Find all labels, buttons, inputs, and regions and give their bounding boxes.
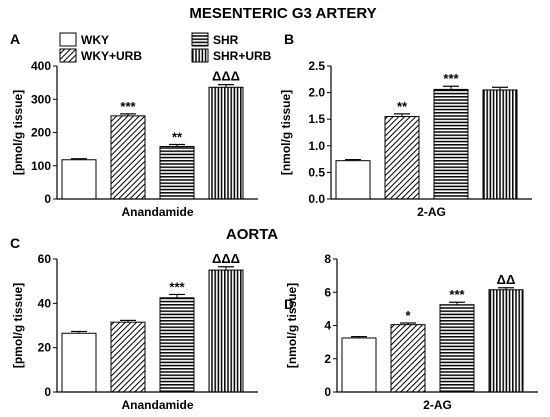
y-tick-label: 1.0 bbox=[308, 139, 325, 153]
bar-wky bbox=[341, 337, 377, 393]
y-tick-label: 2.5 bbox=[308, 59, 325, 73]
y-tick-label: 0.0 bbox=[308, 192, 325, 206]
chart-panel-C: C *** ΔΔΔ 0 20 40 60 [pmol/g tissue] Anandamide bbox=[10, 235, 258, 412]
bar-wky-urb bbox=[390, 324, 426, 393]
y-tick-label: 0.5 bbox=[308, 165, 325, 179]
x-axis-label: 2-AG bbox=[423, 398, 452, 412]
y-tick-label: 8 bbox=[324, 252, 331, 266]
delta-annotation: ΔΔΔ bbox=[212, 69, 240, 84]
legend-label: WKY+URB bbox=[81, 49, 142, 63]
legend: WKY SHR WKY+URB SHR+URB bbox=[59, 32, 272, 63]
y-tick-label: 2 bbox=[324, 352, 331, 366]
y-tick-label: 400 bbox=[31, 59, 51, 73]
significance-stars: * bbox=[405, 308, 411, 323]
panel-letter: B bbox=[284, 31, 294, 47]
significance-stars: *** bbox=[449, 287, 465, 302]
y-tick-label: 0 bbox=[44, 385, 51, 399]
significance-stars: *** bbox=[120, 99, 136, 114]
y-axis-label: [pmol/g tissue] bbox=[11, 283, 25, 368]
significance-stars: ** bbox=[397, 99, 408, 114]
bar-shr bbox=[439, 304, 475, 393]
significance-stars: *** bbox=[169, 279, 185, 294]
y-tick-label: 40 bbox=[38, 296, 52, 310]
legend-label: WKY bbox=[81, 33, 109, 47]
y-tick-label: 0 bbox=[324, 385, 331, 399]
bar-wky bbox=[61, 332, 97, 393]
delta-annotation: ΔΔΔ bbox=[212, 251, 240, 266]
y-tick-label: 20 bbox=[38, 341, 52, 355]
bar-shr bbox=[159, 145, 195, 200]
y-tick-label: 60 bbox=[38, 252, 52, 266]
legend-label: SHR bbox=[213, 33, 239, 47]
y-tick-label: 2.0 bbox=[308, 86, 325, 100]
section-title: AORTA bbox=[226, 226, 278, 243]
bar-wky-urb bbox=[110, 115, 146, 200]
x-axis-label: 2-AG bbox=[417, 205, 446, 219]
x-axis-label: Anandamide bbox=[121, 205, 193, 219]
y-axis-label: [nmol/g tissue] bbox=[279, 90, 293, 175]
bar-shr bbox=[159, 297, 195, 393]
panel-letter: C bbox=[10, 235, 20, 251]
bar-wky bbox=[61, 159, 97, 200]
legend-swatch-diagonal bbox=[59, 48, 77, 63]
y-tick-label: 200 bbox=[31, 126, 51, 140]
y-axis-label: [pmol/g tissue] bbox=[11, 90, 25, 175]
delta-annotation: ΔΔ bbox=[497, 272, 516, 287]
bar-shr bbox=[433, 88, 469, 200]
bar-shr-urb bbox=[208, 269, 244, 393]
bar-wky bbox=[335, 160, 371, 200]
y-axis-label: [nmol/g tissue] bbox=[285, 283, 299, 368]
bar-shr-urb bbox=[208, 86, 244, 200]
legend-swatch-horizontal bbox=[191, 32, 209, 47]
legend-swatch-vertical bbox=[191, 48, 209, 63]
bar-shr-urb bbox=[482, 89, 518, 200]
y-tick-label: 300 bbox=[31, 92, 51, 106]
panel-letter: D bbox=[284, 296, 294, 312]
figure-title: MESENTERIC G3 ARTERY bbox=[189, 5, 376, 22]
significance-stars: *** bbox=[443, 71, 459, 86]
legend-label: SHR+URB bbox=[213, 49, 272, 63]
bar-shr-urb bbox=[488, 289, 524, 393]
y-tick-label: 0 bbox=[44, 192, 51, 206]
bar-wky-urb bbox=[384, 116, 420, 200]
panel-letter: A bbox=[10, 31, 20, 47]
x-axis-label: Anandamide bbox=[121, 398, 193, 412]
y-tick-label: 4 bbox=[324, 319, 331, 333]
significance-stars: ** bbox=[172, 129, 183, 144]
chart-panel-B: B*****0.00.51.01.52.02.5[nmol/g tissue]2… bbox=[279, 31, 532, 219]
y-tick-label: 6 bbox=[324, 285, 331, 299]
bar-wky-urb bbox=[110, 321, 146, 393]
y-tick-label: 100 bbox=[31, 159, 51, 173]
y-tick-label: 1.5 bbox=[308, 112, 325, 126]
legend-swatch-white bbox=[59, 32, 77, 47]
